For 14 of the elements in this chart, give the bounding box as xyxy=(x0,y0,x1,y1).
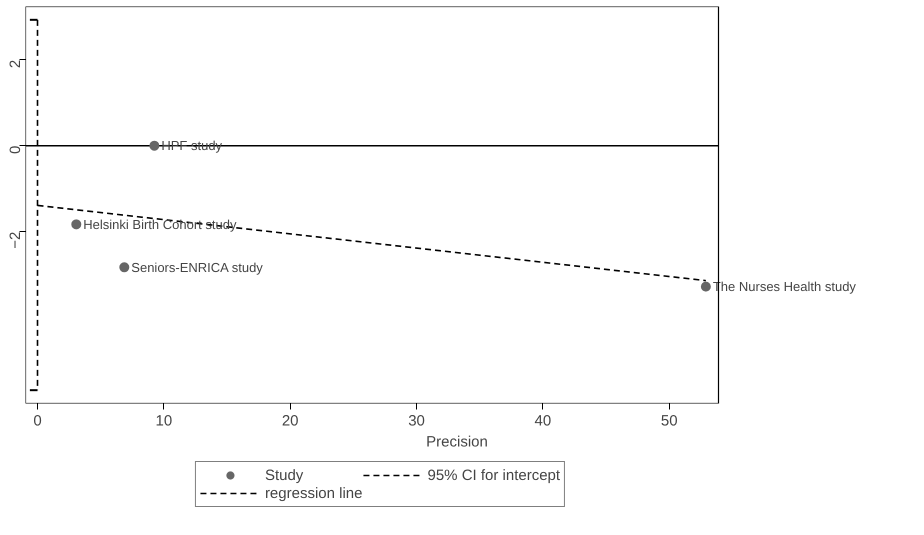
x-tick-label: 50 xyxy=(660,412,678,430)
y-tick-label: 2 xyxy=(7,60,24,68)
x-tick-label: 40 xyxy=(534,412,552,430)
y-tick-label: −2 xyxy=(7,232,24,249)
x-tick-label: 0 xyxy=(33,412,42,430)
legend-label: regression line xyxy=(264,484,362,502)
x-tick-label: 10 xyxy=(156,412,172,430)
x-tick-label: 30 xyxy=(408,412,425,430)
legend-label: 95% CI for intercept xyxy=(428,466,560,484)
annotation: Seniors-ENRICA study xyxy=(131,260,264,275)
x-tick-label: 20 xyxy=(282,412,299,430)
y-tick-label: 0 xyxy=(7,146,24,154)
legend-label: Study xyxy=(264,466,304,484)
x-axis-title: Precision xyxy=(426,434,488,450)
